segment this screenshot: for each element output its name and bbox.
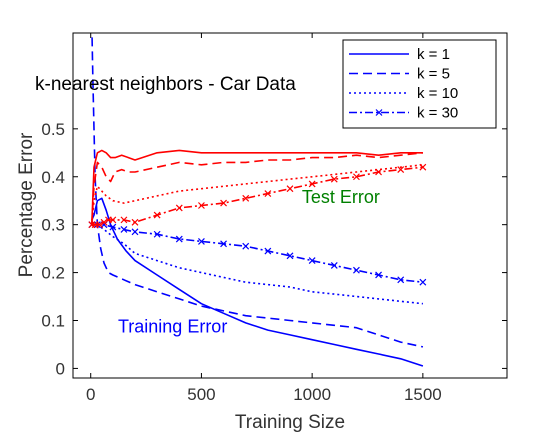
chart-title: k-nearest neighbors - Car Data: [35, 74, 296, 95]
series-layer: [88, 33, 427, 367]
series-marker: [131, 228, 139, 236]
legend-label: k = 1: [417, 46, 450, 63]
series-line: [91, 223, 423, 305]
series-group: [91, 223, 423, 305]
series-marker: [220, 199, 227, 207]
y-tick-label: 0.4: [41, 168, 65, 187]
legend-label: k = 30: [417, 105, 458, 122]
annotation-layer: Test Error Training Error: [118, 187, 380, 336]
series-marker: [175, 204, 183, 212]
series-marker: [175, 235, 183, 243]
legend-label: k = 10: [417, 85, 458, 102]
series-marker: [286, 252, 294, 260]
series-marker: [264, 247, 272, 255]
series-marker: [264, 190, 272, 197]
ticks-layer: 0 500 1000 1500 0 0.1 0.2 0.3 0.4 0.5: [41, 33, 507, 404]
series-line: [91, 149, 423, 225]
series-group: [91, 164, 423, 225]
legend: k = 1 k = 5 k = 10 k = 30: [342, 39, 497, 129]
series-group: [91, 149, 423, 225]
x-tick-label: 1500: [404, 385, 442, 404]
series-marker: [397, 276, 405, 284]
series-group: [91, 197, 424, 367]
series-line: [91, 197, 424, 367]
x-tick-label: 1000: [293, 385, 331, 404]
series-marker: [353, 173, 360, 181]
y-tick-label: 0: [56, 359, 65, 378]
series-marker: [220, 240, 227, 248]
series-marker: [330, 175, 338, 183]
series-marker: [120, 226, 128, 233]
y-tick-label: 0.1: [41, 312, 65, 331]
series-marker: [397, 166, 405, 173]
series-line: [91, 152, 423, 225]
annotation-text: Training Error: [118, 316, 227, 336]
series-marker: [375, 168, 382, 176]
y-tick-label: 0.2: [41, 264, 65, 283]
x-tick-label: 0: [86, 385, 95, 404]
series-marker: [375, 271, 382, 279]
x-tick-label: 500: [187, 385, 215, 404]
legend-marker: [375, 109, 383, 116]
series-marker: [198, 202, 205, 209]
series-group: [91, 33, 424, 348]
y-tick-label: 0.3: [41, 216, 65, 235]
series-marker: [419, 163, 427, 171]
annotation-text: Test Error: [302, 187, 380, 207]
series-marker: [198, 238, 205, 245]
series-marker: [330, 261, 338, 269]
series-group: [88, 163, 427, 229]
series-marker: [120, 216, 128, 224]
series-marker: [308, 257, 316, 265]
y-axis-label: Percentage Error: [16, 132, 37, 277]
series-marker: [308, 180, 316, 188]
series-line: [91, 33, 424, 348]
y-tick-label: 0.5: [41, 120, 65, 139]
series-marker: [242, 242, 250, 250]
series-marker: [153, 230, 161, 238]
series-marker: [419, 278, 427, 286]
legend-label: k = 5: [417, 66, 450, 83]
series-line: [91, 164, 423, 225]
series-marker: [353, 266, 360, 274]
series-marker: [153, 211, 161, 219]
series-group: [91, 152, 423, 225]
series-marker: [109, 216, 117, 224]
x-axis-label: Training Size: [235, 412, 345, 433]
series-marker: [100, 218, 108, 226]
series-marker: [286, 185, 294, 193]
series-marker: [109, 223, 117, 231]
series-marker: [131, 218, 139, 226]
series-marker: [242, 194, 250, 202]
series-marker: [96, 221, 103, 229]
